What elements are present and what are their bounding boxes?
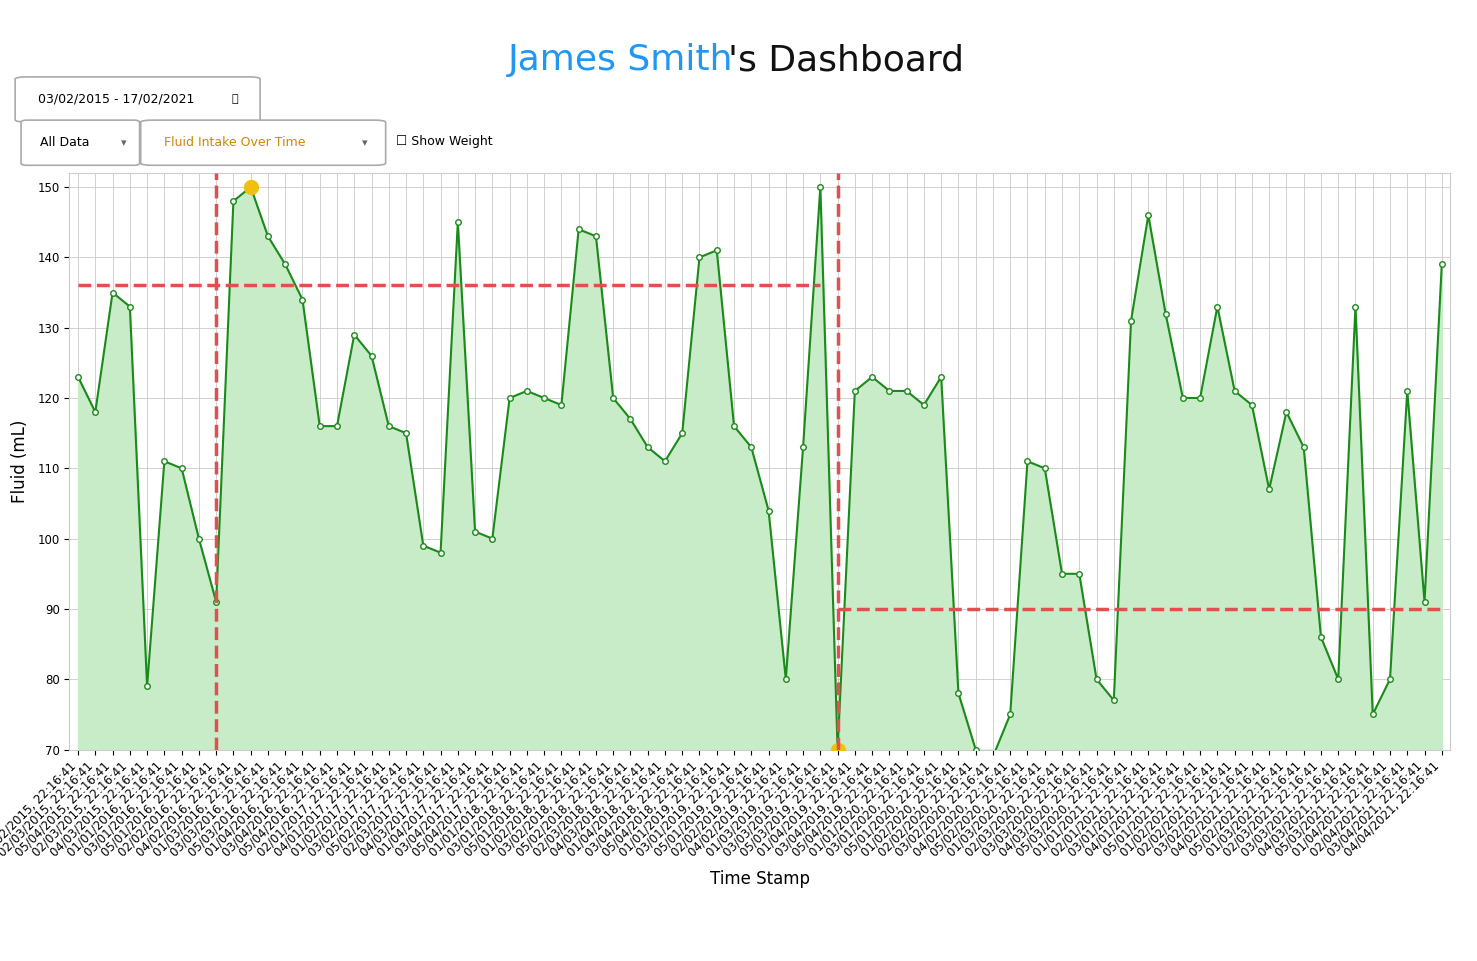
Text: All Data: All Data — [40, 136, 90, 149]
Y-axis label: Fluid (mL): Fluid (mL) — [10, 420, 30, 503]
Text: James Smith: James Smith — [508, 43, 733, 77]
X-axis label: Time Stamp: Time Stamp — [710, 871, 809, 888]
FancyBboxPatch shape — [21, 120, 139, 165]
FancyBboxPatch shape — [15, 77, 260, 122]
Text: ▾: ▾ — [121, 137, 127, 148]
Text: 's Dashboard: 's Dashboard — [728, 43, 964, 77]
Text: Fluid Intake Over Time: Fluid Intake Over Time — [164, 136, 306, 149]
Text: 🗓: 🗓 — [232, 94, 238, 105]
Text: ☐ Show Weight: ☐ Show Weight — [396, 135, 492, 148]
Text: ▾: ▾ — [362, 137, 368, 148]
Text: 03/02/2015 - 17/02/2021: 03/02/2015 - 17/02/2021 — [38, 93, 195, 106]
FancyBboxPatch shape — [140, 120, 385, 165]
